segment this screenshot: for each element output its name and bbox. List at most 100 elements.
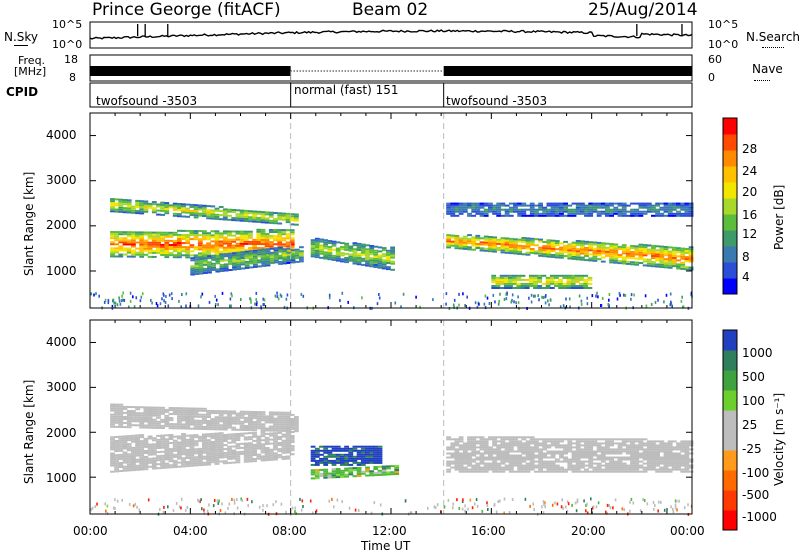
power-cell [126, 255, 132, 258]
power-cell [680, 206, 686, 209]
velocity-cell [454, 444, 460, 447]
velocity-cell [147, 412, 153, 415]
velocity-cell [185, 421, 191, 424]
velocity-noise [566, 500, 569, 504]
velocity-cell [517, 460, 523, 463]
power-cell [185, 215, 191, 218]
velocity-cell [189, 452, 195, 455]
velocity-cell [252, 435, 257, 438]
velocity-cell [160, 418, 165, 421]
velocity-cell [277, 419, 283, 422]
power-cell [659, 247, 665, 250]
power-cell [110, 251, 115, 254]
velocity-cell [500, 454, 506, 457]
velocity-cell [475, 466, 481, 469]
velocity-cell [605, 438, 610, 441]
velocity-cell [135, 440, 140, 443]
power-cell [450, 210, 456, 213]
velocity-cell [218, 418, 224, 421]
velocity-cell [356, 473, 362, 475]
velocity-cell [630, 466, 635, 469]
power-cell [172, 244, 178, 246]
velocity-cell [118, 462, 124, 464]
velocity-cell [508, 448, 514, 451]
velocity-cell [625, 446, 631, 449]
power-cell [335, 247, 341, 250]
power-noise [453, 305, 455, 309]
power-cell [348, 247, 354, 250]
power-noise [208, 300, 211, 304]
power-cell [122, 249, 128, 252]
power-cell [223, 253, 229, 256]
velocity-cell [314, 447, 320, 450]
power-cell [235, 219, 241, 222]
velocity-noise [106, 504, 109, 508]
power-cell [147, 243, 153, 246]
velocity-cell [248, 425, 253, 428]
velocity-cell [268, 429, 274, 432]
velocity-cell [135, 434, 140, 437]
velocity-cell [227, 441, 232, 444]
velocity-cell [651, 466, 656, 469]
power-cell [114, 204, 119, 207]
velocity-noise [333, 505, 335, 509]
power-cell [574, 276, 580, 279]
velocity-cell [617, 452, 623, 455]
velocity-cell [222, 438, 228, 440]
power-cell [471, 244, 477, 247]
power-cell [114, 198, 119, 201]
power-cell [210, 230, 216, 233]
power-cell [202, 210, 207, 213]
power-cell [479, 243, 485, 246]
velocity-cell [235, 453, 241, 456]
power-cell [462, 243, 468, 246]
velocity-cell [575, 470, 581, 473]
power-cell [248, 260, 254, 263]
power-cell [592, 208, 598, 211]
power-cell [277, 229, 283, 232]
power-cell [571, 243, 577, 246]
velocity-cell [663, 450, 669, 453]
velocity-cell [542, 448, 548, 451]
velocity-cell [243, 458, 249, 461]
velocity-cell [235, 412, 241, 415]
velocity-cell [323, 470, 329, 473]
power-cell [356, 257, 362, 260]
power-cell [369, 257, 375, 260]
velocity-cell [177, 409, 182, 412]
velocity-cell [471, 446, 477, 449]
velocity-cell [135, 468, 140, 471]
velocity-cell [218, 440, 224, 443]
velocity-cell [147, 447, 153, 450]
power-cell [122, 241, 128, 244]
velocity-cell [458, 454, 464, 457]
power-cell [609, 204, 614, 207]
power-cell [185, 238, 191, 241]
power-cell [231, 230, 237, 233]
velocity-cell [617, 468, 623, 471]
power-cell [164, 208, 170, 211]
power-cell [663, 250, 669, 253]
power-cell [168, 248, 174, 250]
velocity-cell [621, 438, 627, 441]
power-cell [340, 252, 345, 255]
power-noise [503, 297, 506, 301]
power-noise [458, 303, 460, 307]
velocity-cell [122, 422, 128, 424]
velocity-cell [625, 438, 631, 441]
velocity-cell [218, 426, 224, 429]
velocity-cell [365, 445, 370, 448]
velocity-cell [471, 436, 477, 439]
velocity-cell [613, 456, 619, 459]
velocity-cell [680, 458, 686, 461]
velocity-cell [273, 444, 278, 447]
power-cell [613, 243, 619, 246]
power-cell [356, 246, 362, 249]
power-cell [583, 285, 589, 287]
power-cell [667, 256, 673, 259]
power-cell [651, 257, 656, 260]
power-cell [147, 235, 153, 238]
velocity-noise [208, 503, 210, 507]
velocity-cell [651, 462, 656, 465]
noise-tick-bottom-right: 10^0 [708, 38, 739, 51]
